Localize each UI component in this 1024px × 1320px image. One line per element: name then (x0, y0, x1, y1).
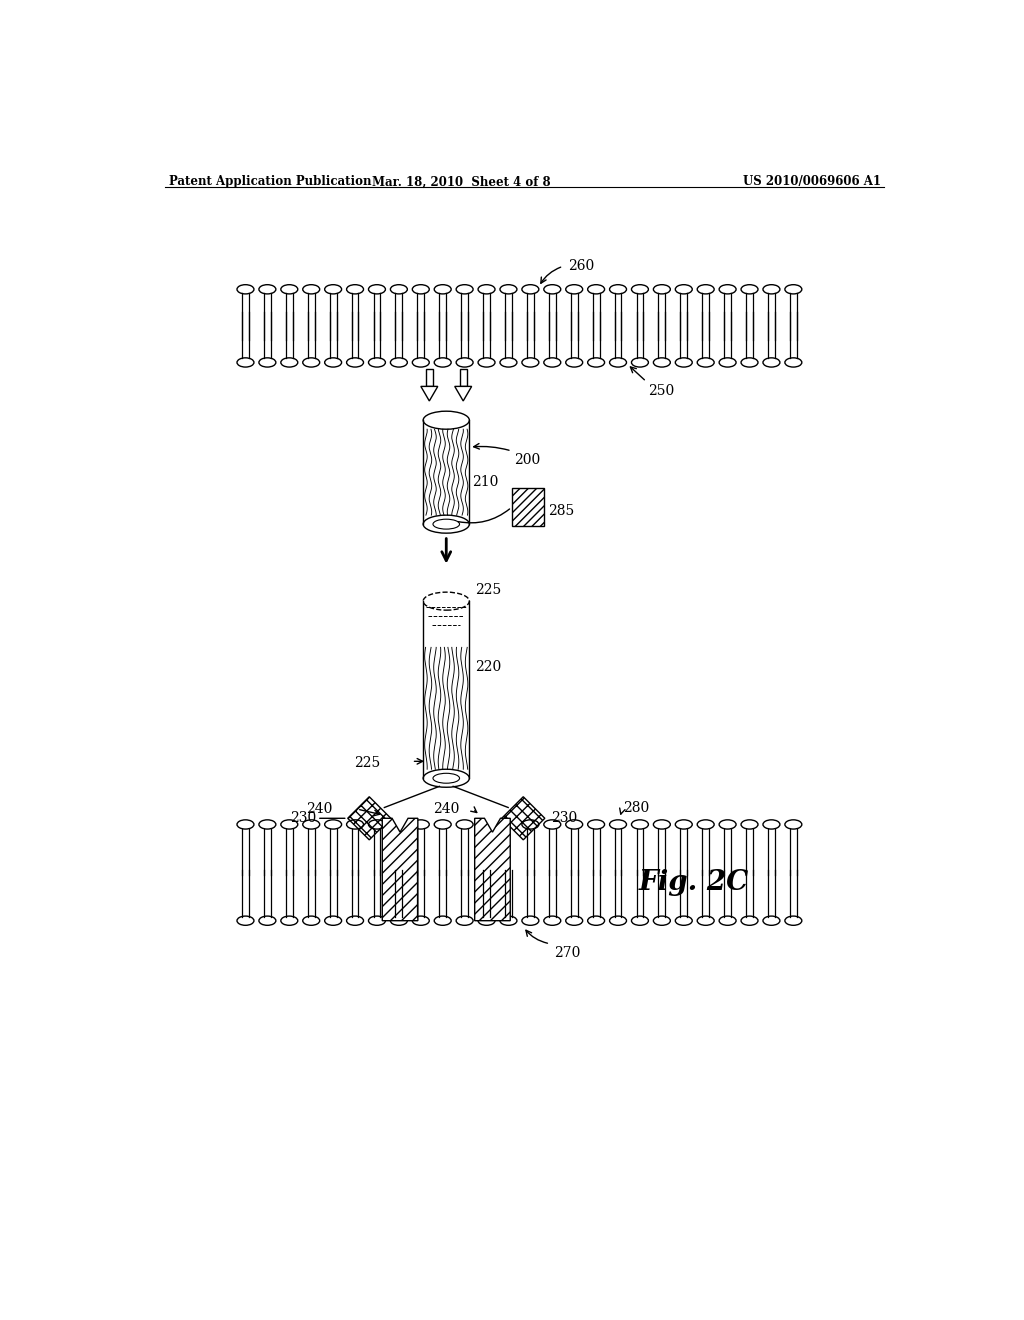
Polygon shape (475, 818, 510, 921)
Text: 270: 270 (554, 946, 581, 960)
Polygon shape (502, 797, 545, 840)
Text: 240: 240 (306, 803, 333, 816)
Ellipse shape (423, 515, 469, 533)
Text: 225: 225 (475, 583, 502, 598)
Bar (512, 488, 544, 527)
Ellipse shape (423, 770, 469, 787)
Text: 285: 285 (548, 504, 574, 517)
Text: 210: 210 (472, 475, 499, 488)
Text: 260: 260 (568, 259, 594, 273)
Text: 280: 280 (624, 800, 649, 814)
Text: 220: 220 (475, 660, 502, 673)
Text: 240: 240 (433, 803, 460, 816)
Text: Mar. 18, 2010  Sheet 4 of 8: Mar. 18, 2010 Sheet 4 of 8 (373, 176, 551, 189)
Text: 200: 200 (514, 453, 541, 466)
Text: 250: 250 (648, 384, 674, 399)
Text: Patent Application Publication: Patent Application Publication (169, 176, 372, 189)
Text: 225: 225 (354, 756, 380, 770)
Polygon shape (348, 797, 391, 840)
Polygon shape (426, 368, 433, 387)
Polygon shape (421, 387, 438, 401)
Text: 230: 230 (290, 812, 316, 825)
Text: US 2010/0069606 A1: US 2010/0069606 A1 (743, 176, 882, 189)
Ellipse shape (433, 774, 460, 783)
Text: Fig. 2C: Fig. 2C (639, 869, 749, 896)
Text: 230: 230 (551, 812, 578, 825)
Polygon shape (382, 818, 418, 921)
Ellipse shape (433, 519, 460, 529)
Polygon shape (460, 368, 467, 387)
Polygon shape (455, 387, 472, 401)
